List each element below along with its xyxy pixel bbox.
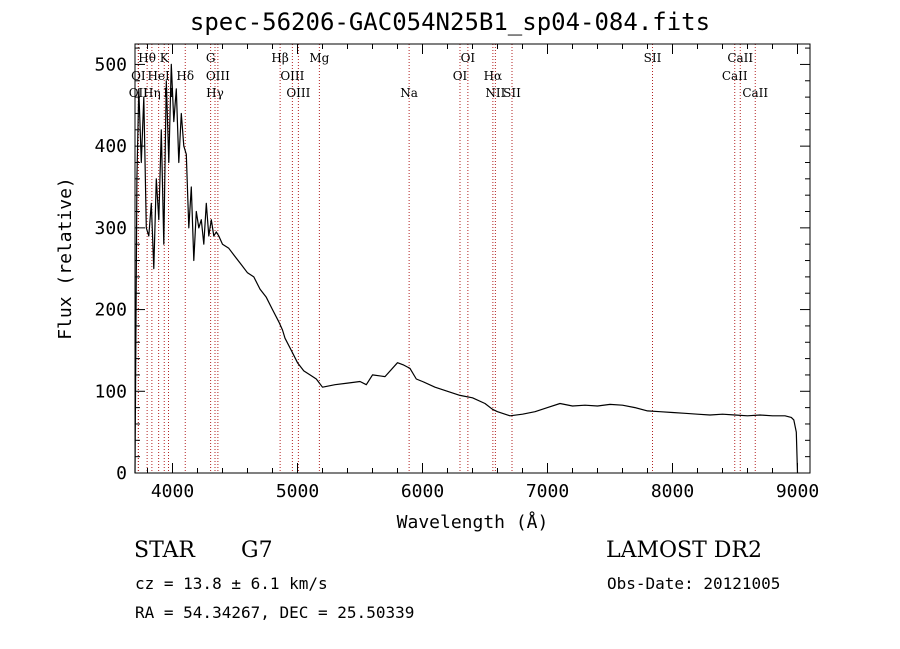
redshift-readout: cz = 13.8 ± 6.1 km/s <box>135 574 328 593</box>
page-title: spec-56206-GAC054N25B1_sp04-084.fits <box>189 8 711 36</box>
axes: 4000 5000 6000 7000 8000 9000 0 100 200 300 400 500… <box>55 43 819 533</box>
line-label-4: Mg <box>309 51 329 65</box>
line-label-13: OI <box>453 69 468 83</box>
survey-name: LAMOST DR2 <box>606 538 762 563</box>
line-label-23: SII <box>503 86 521 100</box>
line-label-12: OIII <box>280 69 304 83</box>
spectrum-line <box>134 63 799 474</box>
observation-date: Obs-Date: 20121005 <box>607 574 781 593</box>
line-label-5: OI <box>461 51 476 65</box>
y-tick-label: 0 <box>116 463 127 484</box>
x-tick-label: 6000 <box>401 481 444 502</box>
coordinates-readout: RA = 54.34267, DEC = 25.50339 <box>135 603 415 622</box>
line-label-19: Hγ <box>206 86 224 100</box>
line-label-8: OI <box>131 69 146 83</box>
x-tick-label: 8000 <box>651 481 694 502</box>
x-tick-label: 7000 <box>526 481 569 502</box>
line-label-21: Na <box>400 86 418 100</box>
y-tick-label: 200 <box>94 300 127 321</box>
line-label-22: NII <box>485 86 505 100</box>
line-label-24: CaII <box>742 86 768 100</box>
line-label-2: G <box>206 51 216 65</box>
line-label-10: Hδ <box>176 69 194 83</box>
spectral-line-markers <box>137 44 756 473</box>
object-class: STAR <box>134 538 195 563</box>
spectral-subclass: G7 <box>241 538 273 563</box>
line-label-11: OIII <box>206 69 230 83</box>
spectrum-series <box>134 63 799 474</box>
line-label-14: Hα <box>484 69 503 83</box>
y-tick-label: 500 <box>94 54 127 75</box>
y-tick-label: 300 <box>94 218 127 239</box>
y-tick-label: 400 <box>94 136 127 157</box>
line-label-17: Hη <box>143 86 161 100</box>
line-label-7: CaII <box>727 51 753 65</box>
line-label-15: CaII <box>722 69 748 83</box>
line-label-9: HeI <box>147 69 170 83</box>
line-label-0: Hθ <box>138 51 156 65</box>
y-tick-label: 100 <box>94 381 127 402</box>
x-tick-label: 9000 <box>776 481 819 502</box>
line-label-16: OII <box>129 86 149 100</box>
line-label-18: H <box>163 86 173 100</box>
line-label-20: OIII <box>286 86 310 100</box>
line-label-6: SII <box>644 51 662 65</box>
x-axis-label: Wavelength (Å) <box>397 511 549 533</box>
y-axis-label: Flux (relative) <box>55 177 76 340</box>
line-label-1: K <box>160 51 170 65</box>
line-label-3: Hβ <box>271 51 288 65</box>
x-tick-label: 5000 <box>276 481 319 502</box>
x-tick-label: 4000 <box>151 481 194 502</box>
